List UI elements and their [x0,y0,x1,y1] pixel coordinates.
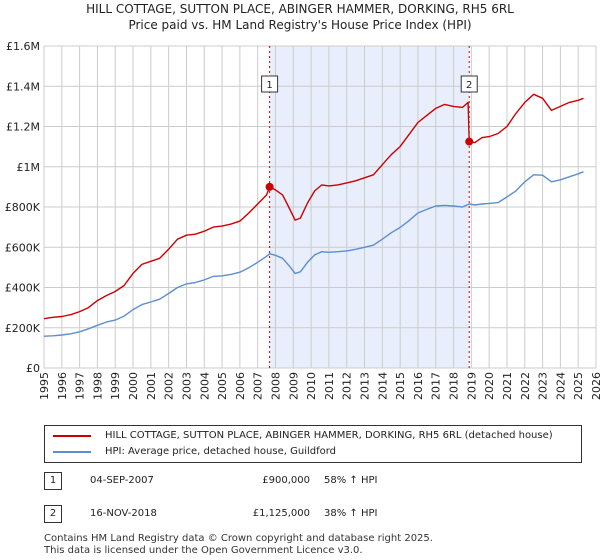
footer-licence: This data is licensed under the Open Gov… [44,545,363,556]
transaction-date: 16-NOV-2018 [90,508,157,519]
x-tick-label: 2000 [127,372,140,400]
x-tick-label: 2025 [572,372,585,400]
transaction-row: 1 04-SEP-2007 £900,000 58% ↑ HPI [44,471,584,491]
sale-point [465,137,474,146]
legend-swatch-hpi [53,451,91,453]
sale-marker-box [261,75,279,93]
y-tick-label: £1.2M [6,121,40,134]
legend-label-hpi: HPI: Average price, detached house, Guil… [105,446,337,457]
sale-marker-box [460,75,478,93]
x-tick-label: 2002 [163,372,176,400]
transaction-hpi: 58% ↑ HPI [324,475,378,486]
sale-marker-label: 1 [266,80,272,91]
x-tick-label: 2026 [590,372,600,400]
price-chart: £0 £200K £400K £600K £800K £1M £1.2M £1.4M £1.6M… [5,40,600,400]
y-tick-label: £1.6M [6,40,40,53]
transaction-date: 04-SEP-2007 [90,475,154,486]
x-tick-label: 2006 [234,372,247,400]
property-price-line [43,93,584,320]
x-tick-label: 1998 [91,372,104,400]
x-tick-label: 2004 [198,372,211,400]
hpi-line [43,171,584,337]
transaction-marker: 2 [44,505,62,523]
transaction-price: £900,000 [262,475,310,486]
legend-label-property: HILL COTTAGE, SUTTON PLACE, ABINGER HAMM… [105,430,553,441]
x-tick-label: 2022 [519,372,532,400]
y-tick-label: £400K [5,282,41,295]
x-tick-label: 2019 [465,372,478,400]
x-tick-label: 2011 [323,372,336,400]
y-tick-label: £200K [5,322,41,335]
x-tick-label: 2024 [554,372,567,400]
x-tick-label: 1999 [109,372,122,400]
transaction-row: 2 16-NOV-2018 £1,125,000 38% ↑ HPI [44,504,584,524]
sale-marker-label: 2 [466,80,472,91]
x-tick-label: 2007 [252,372,265,400]
legend-swatch-property [53,435,91,437]
x-tick-label: 2008 [269,372,282,400]
y-tick-label: £0 [26,362,40,375]
y-tick-label: £1.4M [6,80,40,93]
y-tick-label: £800K [5,201,41,214]
transaction-marker: 1 [44,472,62,490]
x-tick-label: 1997 [74,372,87,400]
x-tick-label: 2020 [483,372,496,400]
x-tick-label: 2017 [430,372,443,400]
y-tick-label: £600K [5,241,41,254]
x-tick-label: 1995 [38,372,51,400]
x-tick-label: 2010 [305,372,318,400]
footer-copyright: Contains HM Land Registry data © Crown c… [44,533,433,544]
x-tick-label: 2005 [216,372,229,400]
x-tick-label: 2013 [359,372,372,400]
chart-legend: HILL COTTAGE, SUTTON PLACE, ABINGER HAMM… [44,425,582,463]
x-tick-label: 2009 [287,372,300,400]
x-tick-label: 2016 [412,372,425,400]
x-tick-label: 2012 [341,372,354,400]
x-tick-label: 2021 [501,372,514,400]
transaction-hpi: 38% ↑ HPI [324,508,378,519]
y-tick-label: £1M [17,161,41,174]
sale-point [265,182,274,191]
x-tick-label: 2015 [394,372,407,400]
x-tick-label: 2018 [448,372,461,400]
x-tick-label: 2003 [180,372,193,400]
x-tick-label: 1996 [56,372,69,400]
x-tick-label: 2014 [376,372,389,400]
transaction-price: £1,125,000 [252,508,310,519]
x-tick-label: 2001 [145,372,158,400]
chart-title: HILL COTTAGE, SUTTON PLACE, ABINGER HAMM… [86,2,514,16]
chart-subtitle: Price paid vs. HM Land Registry's House … [128,18,472,32]
x-tick-label: 2023 [537,372,550,400]
